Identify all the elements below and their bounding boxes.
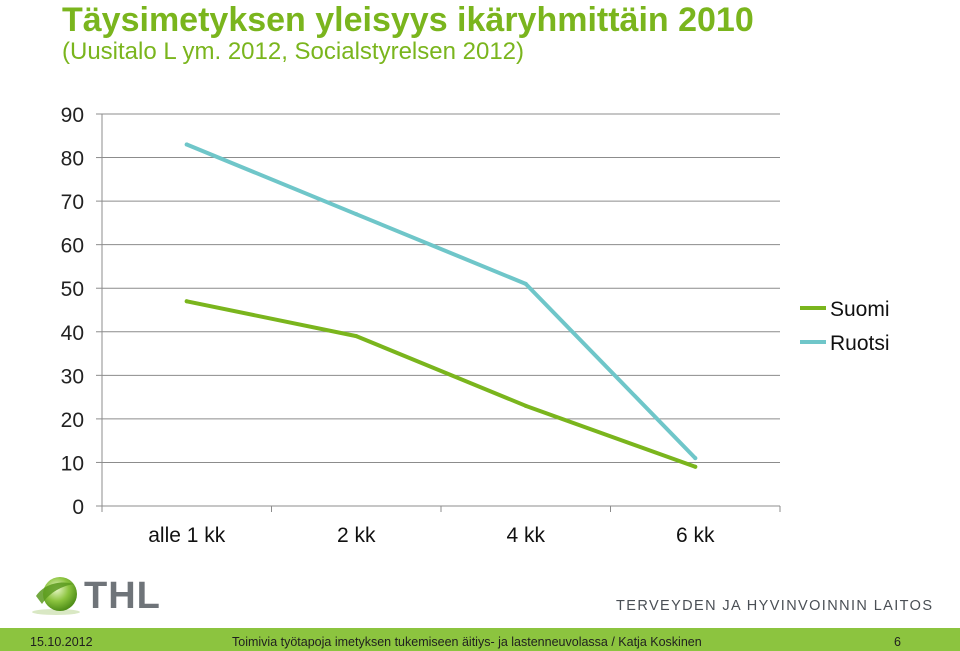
y-tick-label: 80 xyxy=(61,148,84,171)
x-category-label: 6 kk xyxy=(676,524,715,547)
data-point-suomi xyxy=(354,334,359,339)
footer-date: 15.10.2012 xyxy=(30,635,93,649)
y-tick-label: 10 xyxy=(61,452,84,475)
data-point-ruotsi xyxy=(693,456,698,461)
x-category-label: 2 kk xyxy=(337,524,376,547)
data-point-ruotsi xyxy=(354,212,359,217)
data-point-ruotsi xyxy=(184,142,189,147)
series-line-suomi xyxy=(184,299,698,469)
y-tick-label: 50 xyxy=(61,278,84,301)
y-tick-label: 60 xyxy=(61,235,84,258)
slide-title: Täysimetyksen yleisyys ikäryhmittäin 201… xyxy=(62,1,754,39)
y-tick-label: 20 xyxy=(61,409,84,432)
y-tick-label: 90 xyxy=(61,104,84,127)
y-tick-label: 30 xyxy=(61,365,84,388)
data-point-ruotsi xyxy=(523,281,528,286)
series-line-ruotsi xyxy=(184,142,698,461)
data-point-suomi xyxy=(693,464,698,469)
legend-label: Ruotsi xyxy=(830,332,890,355)
organization-name: TERVEYDEN JA HYVINVOINNIN LAITOS xyxy=(616,598,934,614)
x-category-label: alle 1 kk xyxy=(148,524,226,547)
line-chart: 0 10 20 30 40 50 60 70 80 90 alle 1 kk 2 kk 4 kk 6 kk… xyxy=(61,104,890,547)
data-point-suomi xyxy=(184,299,189,304)
x-category-label: 4 kk xyxy=(506,524,545,547)
thl-logo-icon xyxy=(32,577,80,615)
footer-text: Toimivia työtapoja imetyksen tukemiseen … xyxy=(232,635,702,649)
slide-subtitle: (Uusitalo L ym. 2012, Socialstyrelsen 20… xyxy=(62,38,524,65)
data-point-suomi xyxy=(523,403,528,408)
y-tick-label: 0 xyxy=(72,496,84,519)
page-number: 6 xyxy=(894,635,901,649)
footer-bar: 15.10.2012 Toimivia työtapoja imetyksen … xyxy=(0,628,960,651)
y-tick-label: 70 xyxy=(61,191,84,214)
legend-label: Suomi xyxy=(830,298,890,321)
y-tick-label: 40 xyxy=(61,322,84,345)
logo-text: THL xyxy=(84,575,161,617)
